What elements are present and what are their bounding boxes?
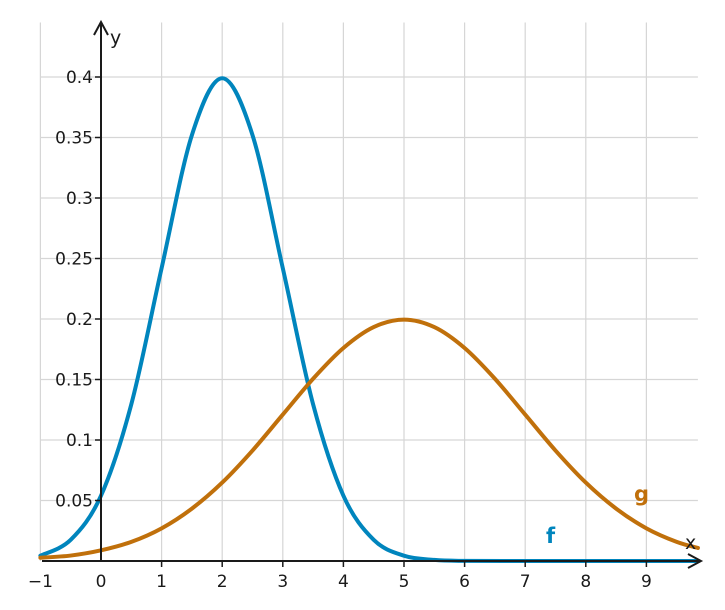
y-tick-label: 0.1 [66,431,93,451]
y-axis-label: y [110,27,121,49]
series-label-f: f [546,524,556,548]
y-axis-arrow [93,19,109,36]
series-line-f [38,76,700,564]
axes: x y [42,19,704,569]
x-tick-label: 0 [96,572,107,592]
y-tick-label: 0.3 [66,189,93,209]
x-tick-label: 4 [338,572,349,592]
y-tick-label: 0.35 [55,129,93,149]
x-tick-label: 5 [399,572,410,592]
series-label-g: g [634,482,649,506]
x-tick-label: 7 [520,572,531,592]
x-tick-label: 8 [580,572,591,592]
grid [39,22,698,561]
y-tick-label: 0.15 [55,371,93,391]
x-axis-label: x [685,532,696,554]
y-tick-label: 0.05 [55,492,93,512]
series-line-g [38,317,700,560]
x-tick-label: 6 [459,572,470,592]
x-tick-label: 9 [641,572,652,592]
x-tick-label: 1 [156,572,167,592]
x-tick-label: 3 [277,572,288,592]
series-lines [38,76,700,564]
x-tick-label: 2 [217,572,228,592]
y-tick-label: 0.4 [66,68,93,88]
series-labels: f g [546,482,649,548]
y-tick-label: 0.2 [66,310,93,330]
x-axis-arrow [687,553,704,569]
x-tick-label: −1 [28,572,53,592]
ticks: −1 0 1 2 3 4 5 6 7 8 9 0.05 0.1 0.15 0.2 0.25 0.3 0.35 0.4 [28,68,652,592]
y-tick-label: 0.25 [55,250,93,270]
